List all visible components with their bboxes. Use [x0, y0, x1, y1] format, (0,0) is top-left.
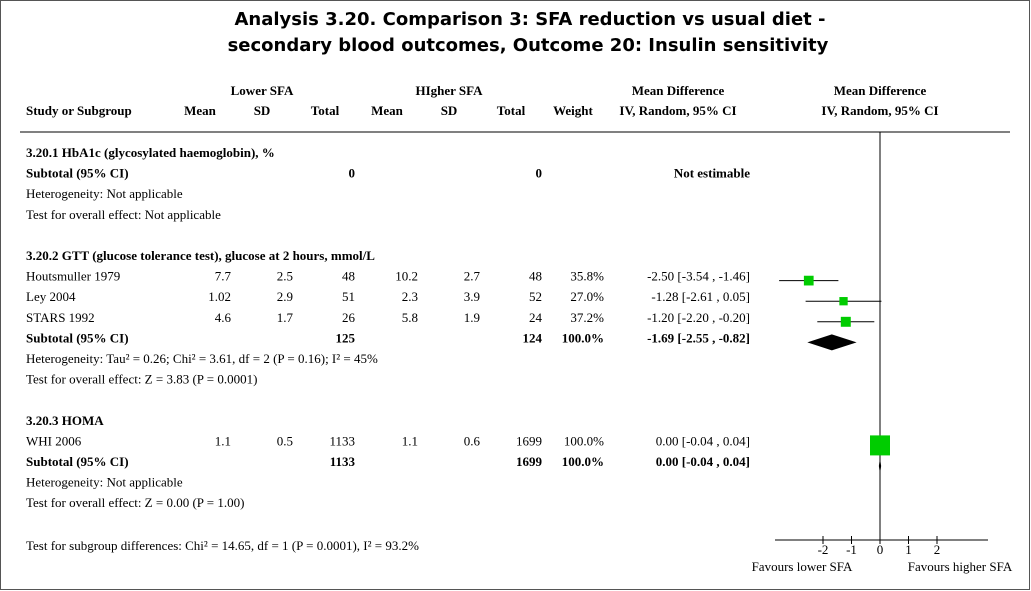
subtotal-label: Subtotal (95% CI) [26, 330, 129, 345]
column-header: Mean [184, 103, 217, 118]
heterogeneity: Heterogeneity: Not applicable [26, 186, 183, 201]
subtotal-n: 0 [536, 166, 543, 181]
subtotal-n: 124 [523, 330, 543, 345]
study-square [803, 275, 814, 286]
favours-label: Favours higher SFA [908, 559, 1013, 574]
study-name: Houtsmuller 1979 [26, 269, 120, 284]
ci: -1.28 [-2.61 , 0.05] [651, 289, 750, 304]
column-header: SD [254, 103, 271, 118]
cell: 0.6 [464, 433, 481, 448]
cell: 2.3 [402, 289, 418, 304]
x-tick-label: 2 [934, 542, 941, 557]
ci: -1.20 [-2.20 , -0.20] [647, 310, 750, 325]
column-header: SD [441, 103, 458, 118]
column-header: Total [311, 103, 340, 118]
subtotal-label: Subtotal (95% CI) [26, 454, 129, 469]
cell: 24 [529, 310, 543, 325]
cell: 1.1 [215, 433, 231, 448]
subtotal-ci: -1.69 [-2.55 , -0.82] [647, 330, 750, 345]
cell: 2.7 [464, 269, 481, 284]
column-header: Study or Subgroup [26, 103, 132, 118]
title-line: secondary blood outcomes, Outcome 20: In… [228, 35, 829, 56]
column-header: IV, Random, 95% CI [821, 103, 938, 118]
subtotal-diamond [878, 458, 882, 474]
study-name: WHI 2006 [26, 433, 82, 448]
subgroup-differences: Test for subgroup differences: Chi² = 14… [26, 538, 419, 553]
subgroup-title: 3.20.2 GTT (glucose tolerance test), glu… [26, 248, 375, 263]
cell: 0.5 [277, 433, 293, 448]
x-tick-label: 1 [905, 542, 912, 557]
overall-effect: Test for overall effect: Z = 0.00 (P = 1… [26, 495, 244, 510]
cell: 26 [342, 310, 356, 325]
group-header: Lower SFA [231, 83, 294, 98]
subtotal-weight: 100.0% [562, 454, 604, 469]
subgroup-title: 3.20.3 HOMA [26, 413, 104, 428]
cell: 1.9 [464, 310, 480, 325]
overall-effect: Test for overall effect: Not applicable [26, 207, 221, 222]
cell: 1699 [516, 433, 542, 448]
study-square [840, 316, 851, 327]
subtotal-ci: 0.00 [-0.04 , 0.04] [656, 454, 750, 469]
study-name: STARS 1992 [26, 310, 95, 325]
weight: 37.2% [570, 310, 604, 325]
cell: 1.02 [208, 289, 231, 304]
cell: 3.9 [464, 289, 480, 304]
subgroup-title: 3.20.1 HbA1c (glycosylated haemoglobin),… [26, 145, 275, 160]
subtotal-n: 1133 [330, 454, 356, 469]
cell: 2.5 [277, 269, 293, 284]
study-square [870, 435, 890, 456]
cell: 7.7 [215, 269, 232, 284]
group-header: Mean Difference [632, 83, 725, 98]
ci: 0.00 [-0.04 , 0.04] [656, 433, 750, 448]
subtotal-weight: 100.0% [562, 330, 604, 345]
column-header: Mean [371, 103, 404, 118]
column-header: Total [497, 103, 526, 118]
subtotal-n: 1699 [516, 454, 543, 469]
group-header: HIgher SFA [415, 83, 483, 98]
cell: 4.6 [215, 310, 232, 325]
cell: 52 [529, 289, 542, 304]
cell: 48 [342, 269, 355, 284]
weight: 100.0% [564, 433, 604, 448]
subtotal-n: 0 [349, 166, 356, 181]
cell: 1.7 [277, 310, 294, 325]
subtotal-ci: Not estimable [674, 166, 750, 181]
cell: 51 [342, 289, 355, 304]
x-tick-label: -2 [818, 542, 829, 557]
favours-label: Favours lower SFA [752, 559, 853, 574]
group-header: Mean Difference [834, 83, 927, 98]
x-tick-label: -1 [846, 542, 857, 557]
overall-effect: Test for overall effect: Z = 3.83 (P = 0… [26, 372, 257, 387]
column-header: Weight [553, 103, 593, 118]
cell: 48 [529, 269, 542, 284]
heterogeneity: Heterogeneity: Not applicable [26, 475, 183, 490]
weight: 27.0% [570, 289, 604, 304]
x-tick-label: 0 [877, 542, 884, 557]
subtotal-label: Subtotal (95% CI) [26, 166, 129, 181]
cell: 1.1 [402, 433, 418, 448]
study-name: Ley 2004 [26, 289, 76, 304]
column-header: IV, Random, 95% CI [619, 103, 736, 118]
cell: 2.9 [277, 289, 293, 304]
subtotal-n: 125 [336, 330, 356, 345]
cell: 5.8 [402, 310, 418, 325]
heterogeneity: Heterogeneity: Tau² = 0.26; Chi² = 3.61,… [26, 351, 378, 366]
study-square [839, 297, 848, 306]
title-line: Analysis 3.20. Comparison 3: SFA reducti… [234, 9, 825, 30]
ci: -2.50 [-3.54 , -1.46] [647, 269, 750, 284]
weight: 35.8% [570, 269, 604, 284]
subtotal-diamond [807, 334, 857, 351]
cell: 1133 [329, 433, 355, 448]
cell: 10.2 [395, 269, 418, 284]
